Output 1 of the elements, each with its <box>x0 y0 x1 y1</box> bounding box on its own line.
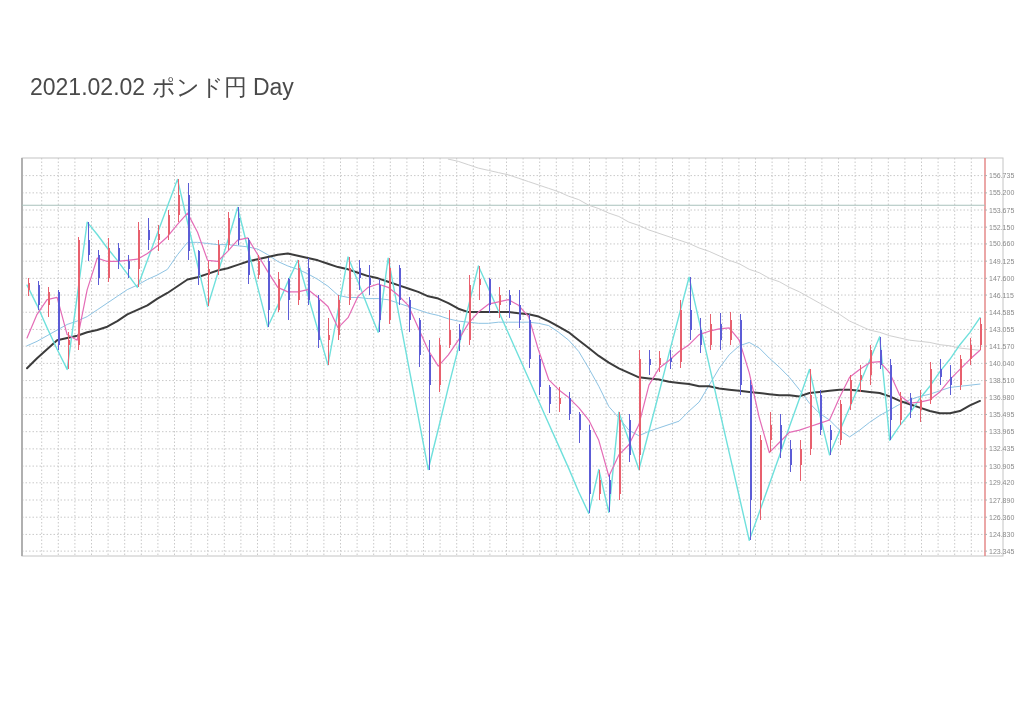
chart-title: 2021.02.02 ポンド円 Day <box>30 74 295 100</box>
